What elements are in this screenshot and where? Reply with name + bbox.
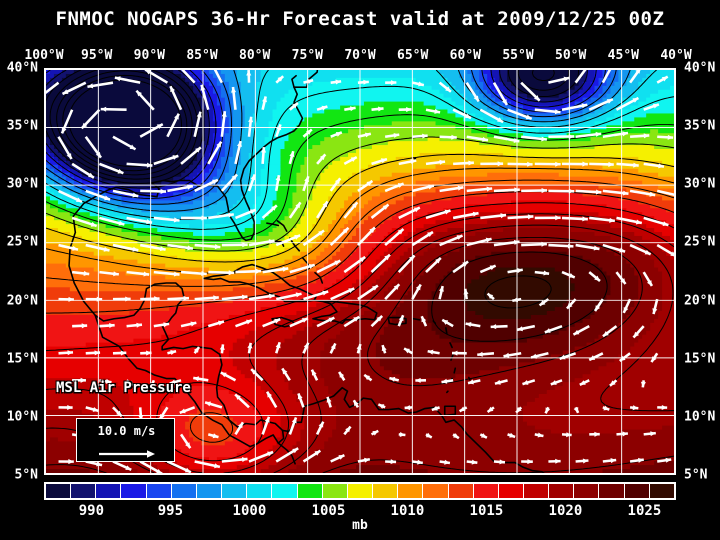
map-plot-area[interactable] — [44, 68, 676, 475]
colorbar-tick-990: 990 — [78, 503, 105, 519]
lat-tick-35N-left: 35°N — [684, 118, 716, 134]
lat-tick-30N-left: 30°N — [684, 176, 716, 192]
colorbar-tick-1015: 1015 — [469, 503, 504, 519]
colorbar-cell — [373, 484, 399, 498]
colorbar-cell — [448, 484, 474, 498]
lat-tick-20N-left: 20°N — [684, 293, 716, 309]
colorbar-tick-1020: 1020 — [548, 503, 583, 519]
lat-tick-35N-right: 35°N — [6, 118, 38, 134]
colorbar-tick-1025: 1025 — [627, 503, 662, 519]
lon-tick-40W: 40°W — [660, 48, 692, 63]
colorbar-cell — [96, 484, 122, 498]
lon-tick-60W: 60°W — [449, 48, 481, 63]
pressure-field-svg — [46, 70, 674, 473]
field-label: MSL Air Pressure — [56, 380, 191, 396]
colorbar-cell — [121, 484, 147, 498]
colorbar-cell — [473, 484, 499, 498]
lat-tick-15N-left: 15°N — [684, 351, 716, 367]
colorbar-tick-1000: 1000 — [232, 503, 267, 519]
colorbar-cell — [46, 484, 72, 498]
wind-vector-legend-value: 10.0 m/s — [97, 424, 156, 438]
lat-tick-30N-right: 30°N — [6, 176, 38, 192]
lon-tick-45W: 45°W — [607, 48, 639, 63]
colorbar-cell — [574, 484, 600, 498]
colorbar-cell — [297, 484, 323, 498]
colorbar-cell — [523, 484, 550, 498]
lat-tick-10N-left: 10°N — [684, 409, 716, 425]
lat-tick-10N-right: 10°N — [6, 409, 38, 425]
colorbar-cell — [146, 484, 172, 498]
colorbar-cell — [196, 484, 223, 498]
lat-tick-25N-left: 25°N — [684, 234, 716, 250]
colorbar-cell — [398, 484, 424, 498]
wind-vector-layer — [46, 70, 674, 473]
colorbar-cell — [423, 484, 449, 498]
lat-tick-15N-right: 15°N — [6, 351, 38, 367]
colorbar-cell — [347, 484, 374, 498]
lon-tick-55W: 55°W — [502, 48, 534, 63]
pressure-colorbar[interactable] — [44, 482, 676, 500]
colorbar-cell — [222, 484, 248, 498]
wind-vector-legend: 10.0 m/s — [76, 418, 175, 462]
lon-tick-100W: 100°W — [24, 48, 64, 63]
colorbar-cell — [247, 484, 273, 498]
colorbar-unit-label: mb — [352, 518, 368, 533]
colorbar-tick-1010: 1010 — [390, 503, 425, 519]
colorbar-cell — [649, 484, 674, 498]
colorbar-tick-1005: 1005 — [311, 503, 346, 519]
lat-tick-40N-right: 40°N — [6, 60, 38, 76]
colorbar-cell — [171, 484, 197, 498]
colorbar-tick-995: 995 — [157, 503, 184, 519]
colorbar-cell — [549, 484, 575, 498]
colorbar-cell — [599, 484, 625, 498]
lat-tick-20N-right: 20°N — [6, 293, 38, 309]
lon-tick-65W: 65°W — [397, 48, 429, 63]
arrow-right-icon — [99, 450, 155, 458]
lat-tick-5N-left: 5°N — [684, 467, 708, 483]
colorbar-cell — [272, 484, 298, 498]
lat-tick-5N-right: 5°N — [14, 467, 38, 483]
lon-tick-70W: 70°W — [344, 48, 376, 63]
colorbar-cell — [322, 484, 348, 498]
page-title: FNMOC NOGAPS 36-Hr Forecast valid at 200… — [55, 8, 665, 30]
lat-tick-40N-left: 40°N — [684, 60, 716, 76]
lon-tick-95W: 95°W — [81, 48, 113, 63]
lon-tick-75W: 75°W — [291, 48, 323, 63]
lon-tick-85W: 85°W — [186, 48, 218, 63]
colorbar-cell — [498, 484, 524, 498]
colorbar-cell — [624, 484, 650, 498]
colorbar-cell — [71, 484, 97, 498]
lat-tick-25N-right: 25°N — [6, 234, 38, 250]
lon-tick-50W: 50°W — [555, 48, 587, 63]
lon-tick-90W: 90°W — [133, 48, 165, 63]
lon-tick-80W: 80°W — [239, 48, 271, 63]
